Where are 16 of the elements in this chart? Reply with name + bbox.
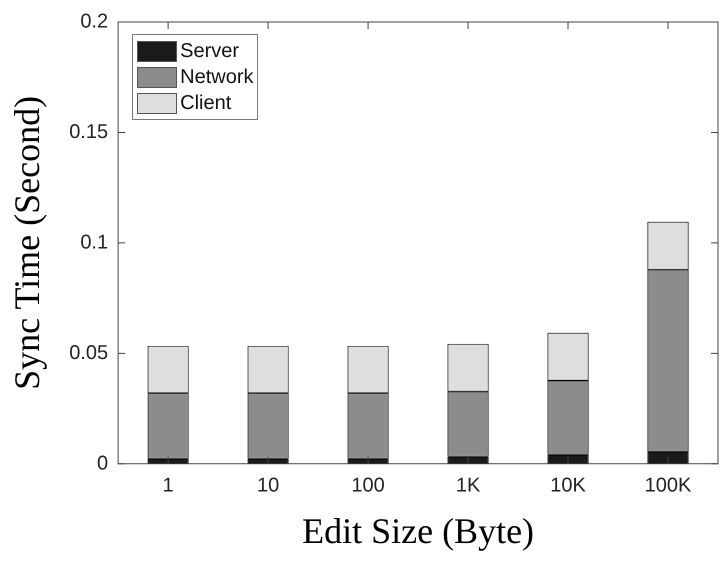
y-tick-label: 0.05 [69,342,108,364]
y-tick-label: 0.1 [80,231,108,254]
y-tick-label: 0.15 [69,120,108,143]
x-tick-label: 10 [256,474,280,496]
x-tick-label: 100 [351,474,385,496]
x-axis-title: Edit Size (Byte) [302,510,534,551]
y-axis-title: Sync Time (Second) [7,96,48,390]
y-tick-label: 0.2 [80,10,108,33]
legend-label: Client [180,92,232,114]
x-tick-label: 10K [550,474,586,496]
y-tick-label: 0 [97,452,108,474]
x-tick-label: 100K [644,474,692,496]
x-tick-label: 1 [162,474,174,496]
x-tick-label: 1K [456,474,481,496]
legend-label: Server [180,40,240,62]
legend-label: Network [180,66,254,88]
